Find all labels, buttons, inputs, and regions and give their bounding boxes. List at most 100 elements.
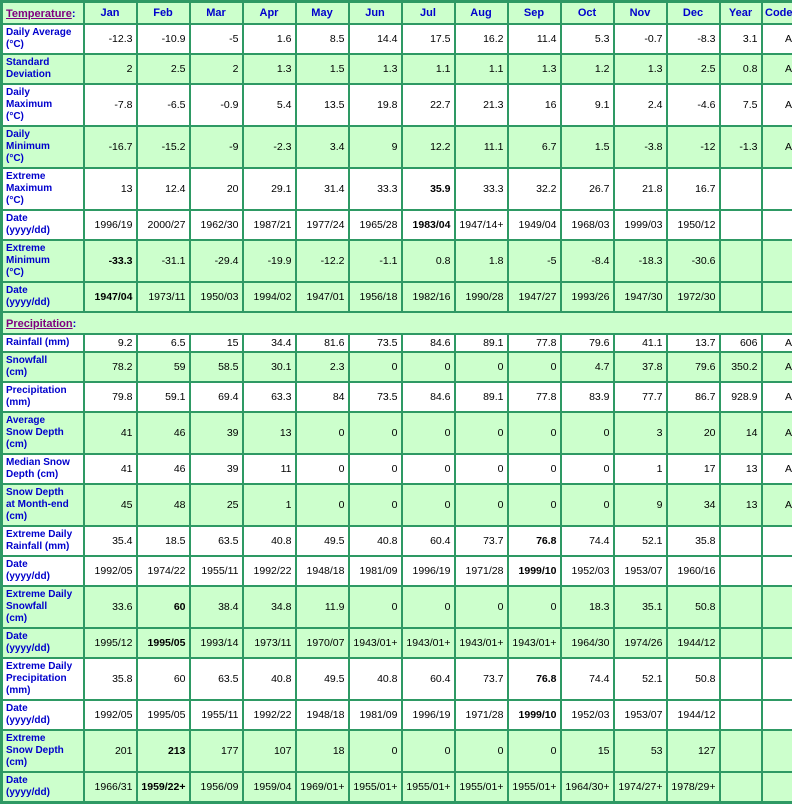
- value-cell: 0: [561, 484, 614, 526]
- value-cell: 0: [561, 412, 614, 454]
- value-cell: 1.3: [614, 54, 667, 84]
- value-cell: 0: [455, 586, 508, 628]
- value-cell: [762, 168, 792, 210]
- row-label: Extreme Snow Depth (cm): [2, 730, 84, 772]
- value-cell: 5.3: [561, 24, 614, 54]
- value-cell: 1992/22: [243, 700, 296, 730]
- value-cell: 1996/19: [402, 556, 455, 586]
- value-cell: 33.3: [349, 168, 402, 210]
- value-cell: -9: [190, 126, 243, 168]
- value-cell: 1943/01+: [402, 628, 455, 658]
- value-cell: 37.8: [614, 352, 667, 382]
- value-cell: 107: [243, 730, 296, 772]
- value-cell: 33.6: [84, 586, 137, 628]
- value-cell: 13: [84, 168, 137, 210]
- value-cell: 1948/18: [296, 700, 349, 730]
- value-cell: 17.5: [402, 24, 455, 54]
- value-cell: 2.5: [667, 54, 720, 84]
- value-cell: A: [762, 126, 792, 168]
- value-cell: 25: [190, 484, 243, 526]
- value-cell: 40.8: [243, 526, 296, 556]
- value-cell: -16.7: [84, 126, 137, 168]
- value-cell: 1995/12: [84, 628, 137, 658]
- value-cell: 12.4: [137, 168, 190, 210]
- value-cell: 1969/01+: [296, 772, 349, 803]
- value-cell: 0: [455, 454, 508, 484]
- value-cell: 63.3: [243, 382, 296, 412]
- value-cell: 8.5: [296, 24, 349, 54]
- value-cell: -5: [508, 240, 561, 282]
- value-cell: 1.3: [243, 54, 296, 84]
- value-cell: 11.4: [508, 24, 561, 54]
- value-cell: 0.8: [402, 240, 455, 282]
- temperature-link[interactable]: Temperature: [6, 8, 72, 20]
- value-cell: -2.3: [243, 126, 296, 168]
- value-cell: A: [762, 454, 792, 484]
- value-cell: 1983/04: [402, 210, 455, 240]
- value-cell: 18: [296, 730, 349, 772]
- value-cell: [720, 526, 762, 556]
- value-cell: A: [762, 24, 792, 54]
- value-cell: A: [762, 334, 792, 352]
- value-cell: 84.6: [402, 382, 455, 412]
- value-cell: 1944/12: [667, 628, 720, 658]
- value-cell: 1964/30+: [561, 772, 614, 803]
- value-cell: 9.1: [561, 84, 614, 126]
- value-cell: 1950/12: [667, 210, 720, 240]
- row-label: Daily Minimum (°C): [2, 126, 84, 168]
- precipitation-link[interactable]: Precipitation: [6, 318, 73, 330]
- value-cell: 83.9: [561, 382, 614, 412]
- column-header-mar: Mar: [190, 2, 243, 25]
- value-cell: A: [762, 54, 792, 84]
- value-cell: [762, 556, 792, 586]
- value-cell: 35.8: [667, 526, 720, 556]
- value-cell: 52.1: [614, 658, 667, 700]
- value-cell: 73.5: [349, 334, 402, 352]
- value-cell: 1953/07: [614, 556, 667, 586]
- value-cell: 73.7: [455, 658, 508, 700]
- row-label: Extreme Maximum (°C): [2, 168, 84, 210]
- value-cell: [762, 210, 792, 240]
- value-cell: 6.7: [508, 126, 561, 168]
- value-cell: 1947/30: [614, 282, 667, 312]
- column-header-nov: Nov: [614, 2, 667, 25]
- value-cell: 52.1: [614, 526, 667, 556]
- value-cell: 1956/18: [349, 282, 402, 312]
- value-cell: 53: [614, 730, 667, 772]
- value-cell: 0: [455, 352, 508, 382]
- value-cell: 45: [84, 484, 137, 526]
- value-cell: -18.3: [614, 240, 667, 282]
- value-cell: 0: [455, 412, 508, 454]
- row-label: Standard Deviation: [2, 54, 84, 84]
- value-cell: 63.5: [190, 526, 243, 556]
- value-cell: -3.8: [614, 126, 667, 168]
- value-cell: 7.5: [720, 84, 762, 126]
- value-cell: 1990/28: [455, 282, 508, 312]
- value-cell: [720, 730, 762, 772]
- value-cell: 1955/01+: [455, 772, 508, 803]
- value-cell: 76.8: [508, 658, 561, 700]
- row-label: Date (yyyy/dd): [2, 628, 84, 658]
- value-cell: 1947/14+: [455, 210, 508, 240]
- column-header-dec: Dec: [667, 2, 720, 25]
- value-cell: 63.5: [190, 658, 243, 700]
- value-cell: 1955/11: [190, 556, 243, 586]
- value-cell: 0: [508, 352, 561, 382]
- value-cell: 0: [349, 412, 402, 454]
- value-cell: 2: [190, 54, 243, 84]
- value-cell: A: [762, 84, 792, 126]
- value-cell: [762, 526, 792, 556]
- value-cell: 15: [190, 334, 243, 352]
- row-label: Average Snow Depth (cm): [2, 412, 84, 454]
- value-cell: 0: [455, 484, 508, 526]
- value-cell: 18.5: [137, 526, 190, 556]
- value-cell: 35.4: [84, 526, 137, 556]
- value-cell: 59.1: [137, 382, 190, 412]
